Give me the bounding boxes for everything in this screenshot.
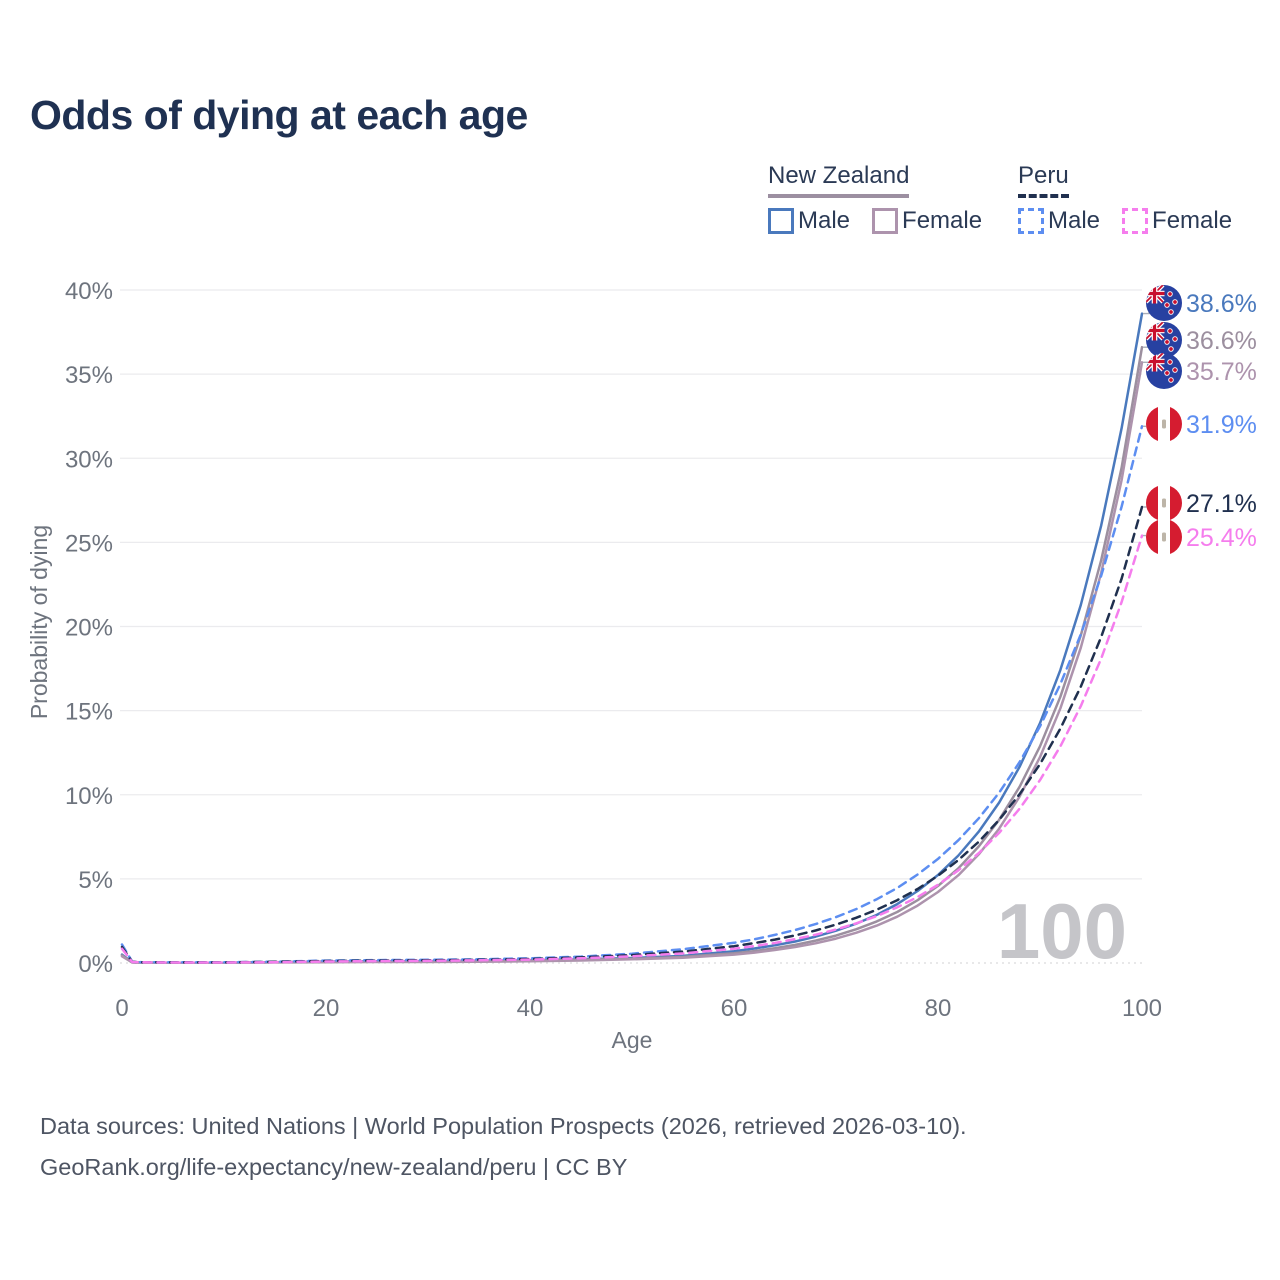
line-peru-total [120, 505, 1144, 964]
new-zealand-flag-icon [1146, 285, 1182, 321]
end-label-nz-male: 38.6% [1186, 290, 1257, 318]
legend-item-label: Male [798, 207, 851, 234]
legend-item-peru-female[interactable]: Female [1122, 207, 1232, 235]
y-tick-label: 35% [65, 362, 113, 389]
y-tick-label: 15% [65, 699, 113, 726]
peru-flag-icon [1146, 406, 1182, 442]
legend-item-new-zealand-male[interactable]: Male [768, 207, 850, 235]
y-tick-label: 20% [65, 615, 113, 642]
end-label-nz-total: 36.6% [1186, 327, 1257, 355]
legend-item-label: Male [1048, 207, 1101, 234]
legend-swatch [768, 208, 794, 234]
legend-swatch [1018, 208, 1044, 234]
line-peru-female [120, 534, 1144, 964]
legend-swatch [1122, 208, 1149, 234]
x-tick-label: 0 [115, 995, 128, 1022]
new-zealand-flag-icon [1146, 353, 1182, 389]
footer-sources-line: Data sources: United Nations | World Pop… [40, 1113, 967, 1139]
x-tick-label: 60 [721, 995, 748, 1022]
series-lines-layer [120, 312, 1144, 965]
x-tick-label: 80 [925, 995, 952, 1022]
legend-group-peru: Peru Male Female [1018, 162, 1232, 235]
line-nz-male [120, 312, 1144, 964]
legend-items-peru: Male Female [1018, 207, 1232, 235]
line-nz-female [120, 361, 1144, 965]
y-tick-label: 40% [65, 278, 113, 305]
page-title: Odds of dying at each age [30, 92, 528, 138]
footer-attribution-line: GeoRank.org/life-expectancy/new-zealand/… [40, 1154, 628, 1180]
end-label-nz-female: 35.7% [1186, 358, 1257, 386]
y-tick-label: 30% [65, 446, 113, 473]
legend-swatch [872, 208, 899, 234]
new-zealand-flag-icon [1146, 322, 1182, 358]
footer: Data sources: United Nations | World Pop… [40, 1106, 967, 1188]
x-tick-label: 100 [1122, 995, 1162, 1022]
end-label-peru-female: 25.4% [1186, 524, 1257, 552]
legend-country-new-zealand[interactable]: New Zealand [768, 162, 910, 198]
legend-item-peru-male[interactable]: Male [1018, 207, 1100, 235]
gridlines-layer: 0% 5% 10% 15% 20% 25% 30% 35% 40% 0 20 40 60 80 100 [65, 278, 1162, 1022]
legend-item-label: Female [902, 207, 983, 234]
y-axis-title: Probability of dying [26, 525, 52, 719]
line-peru-male [120, 425, 1144, 964]
legend-item-new-zealand-female[interactable]: Female [872, 207, 982, 235]
y-tick-label: 25% [65, 530, 113, 557]
x-tick-label: 40 [517, 995, 544, 1022]
x-tick-label: 20 [313, 995, 340, 1022]
line-nz-total [120, 345, 1144, 964]
legend-country-peru[interactable]: Peru [1018, 162, 1069, 198]
y-tick-label: 10% [65, 783, 113, 810]
legend-items-new-zealand: Male Female [768, 207, 982, 235]
legend-group-new-zealand: New Zealand Male Female [768, 162, 982, 235]
age-watermark: 100 [997, 887, 1127, 975]
legend-item-label: Female [1152, 207, 1233, 234]
peru-flag-icon [1146, 485, 1182, 521]
y-tick-label: 5% [78, 867, 113, 894]
peru-flag-icon [1146, 519, 1182, 555]
end-label-peru-total: 27.1% [1186, 490, 1257, 518]
end-label-peru-male: 31.9% [1186, 411, 1257, 439]
end-labels-layer: 38.6% 36.6% 35.7% 31.9% 27.1% 25.4% [1143, 285, 1257, 555]
y-tick-label: 0% [78, 951, 113, 978]
x-axis-title: Age [612, 1027, 653, 1053]
